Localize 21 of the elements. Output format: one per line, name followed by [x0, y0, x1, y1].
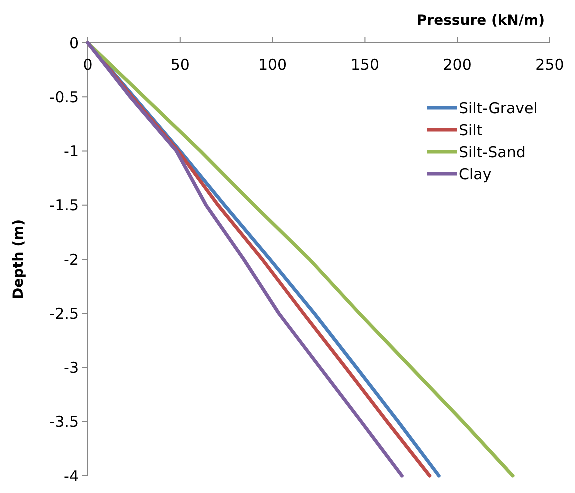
x-tick-label: 200 — [443, 56, 472, 74]
x-tick-label: 50 — [170, 56, 190, 74]
legend-label: Clay — [459, 165, 492, 184]
x-tick-label: 0 — [83, 56, 93, 74]
y-tick-label: -4 — [64, 467, 79, 486]
y-tick-label: -2.5 — [50, 304, 79, 323]
x-tick-label: 250 — [536, 56, 564, 74]
y-tick-label: -2 — [64, 250, 79, 269]
y-tick-label: 0 — [69, 34, 79, 52]
legend-label: Silt-Gravel — [459, 99, 538, 118]
y-axis-title: Depth (m) — [11, 219, 27, 300]
y-tick-label: -1 — [64, 142, 79, 160]
y-tick-label: -0.5 — [50, 88, 79, 106]
x-tick-label: 150 — [350, 56, 380, 74]
y-tick-label: -3.5 — [50, 413, 79, 432]
y-tick-label: -1.5 — [50, 196, 79, 215]
y-tick-label: -3 — [64, 359, 79, 377]
x-tick-label: 100 — [258, 56, 288, 74]
x-axis-title: Pressure (kN/m) — [416, 13, 545, 29]
legend-label: Silt-Sand — [459, 143, 526, 162]
legend-label: Silt — [459, 121, 483, 140]
